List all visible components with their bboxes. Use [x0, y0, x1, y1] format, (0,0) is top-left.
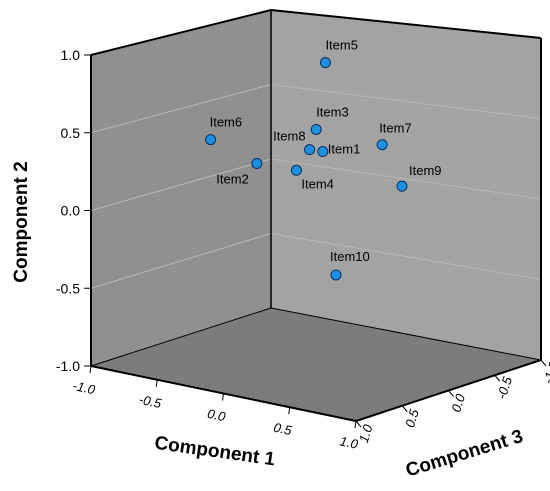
z-tick-label: -0.5	[494, 374, 515, 401]
point-label: Item6	[210, 115, 243, 130]
data-point	[376, 139, 388, 151]
point-label: Item5	[325, 38, 358, 53]
data-point	[251, 157, 263, 169]
left-side-wall	[91, 10, 271, 366]
z-tick-mark	[401, 405, 408, 413]
x-axis-ticks: -1.0 -0.5 0.0 0.5 1.0	[71, 365, 361, 452]
x-tick-label: -0.5	[138, 392, 164, 411]
point-label: Item8	[273, 129, 306, 144]
z-axis-title: Component 3	[403, 426, 525, 482]
x-tick-mark	[222, 393, 224, 401]
x-tick-mark	[354, 420, 357, 429]
z-tick-label: 0.5	[402, 407, 422, 430]
z-axis-ticks: 1.0 0.5 0.0 -0.5 -1.0	[355, 359, 550, 445]
z-tick-label: -1.0	[540, 359, 550, 386]
z-tick-mark	[448, 390, 454, 397]
point-label: Item3	[316, 104, 349, 119]
data-point	[396, 180, 408, 192]
x-tick-mark	[89, 365, 92, 374]
x-tick-label: 0.5	[272, 420, 294, 439]
x-tick-label: -1.0	[71, 378, 97, 397]
x-tick-mark	[155, 379, 158, 387]
data-point	[304, 144, 316, 156]
point-label: Item7	[379, 121, 412, 136]
z-tick-mark	[540, 359, 547, 367]
data-point	[290, 164, 302, 176]
z-tick-label: 1.0	[356, 422, 376, 445]
y-tick-label: -1.0	[56, 358, 80, 374]
data-points: Item1 Item2 Item3 Item4 Item5 Item6 Item7 Item8…	[205, 38, 442, 281]
y-tick-label: 1.0	[61, 47, 81, 63]
y-axis-title: Component 2	[11, 161, 32, 282]
point-label: Item9	[409, 163, 442, 178]
floor	[91, 308, 541, 421]
data-point	[317, 146, 329, 158]
x-tick-label: 0.0	[206, 406, 228, 425]
x-axis-title: Component 1	[153, 433, 277, 471]
data-point	[310, 123, 322, 135]
z-tick-mark	[355, 420, 362, 428]
data-point	[330, 269, 342, 281]
y-tick-label: 0.5	[61, 125, 81, 141]
point-label: Item1	[328, 142, 361, 157]
x-tick-mark	[288, 407, 291, 415]
y-axis-ticks: 1.0 0.5 0.0 -0.5 -1.0	[56, 47, 91, 374]
z-tick-label: 0.0	[448, 391, 468, 414]
x-tick-label: 1.0	[339, 433, 361, 452]
point-label: Item2	[216, 171, 249, 186]
data-point	[319, 57, 331, 69]
z-tick-mark	[494, 374, 501, 382]
y-tick-label: -0.5	[56, 280, 80, 296]
point-label: Item4	[301, 176, 334, 191]
y-tick-label: 0.0	[61, 203, 81, 219]
point-label: Item10	[330, 249, 370, 264]
data-point	[205, 134, 217, 146]
